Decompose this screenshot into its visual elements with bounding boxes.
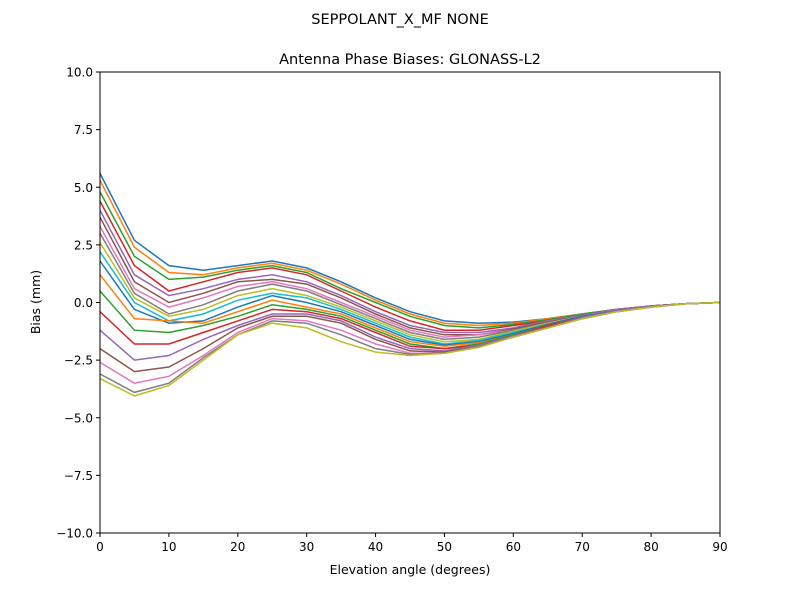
series-line-7: [99, 232, 721, 341]
y-axis: −10.0 −7.5 −5.0 −2.5 0.0 2.5 5.0 7.5 10.0: [56, 66, 100, 541]
y-tick-label: −7.5: [64, 469, 93, 483]
y-tick-label: 5.0: [74, 181, 93, 195]
x-tick-label: 70: [575, 540, 590, 554]
x-tick-label: 0: [96, 540, 104, 554]
x-axis: 0 10 20 30 40 50 60 70 80 90: [96, 533, 728, 554]
y-tick-label: 2.5: [74, 238, 93, 252]
y-tick-label: −5.0: [64, 411, 93, 425]
y-tick-label: −2.5: [64, 354, 93, 368]
suptitle: SEPPOLANT_X_MF NONE: [311, 12, 488, 28]
x-tick-label: 90: [712, 540, 727, 554]
series-line-4: [99, 209, 721, 334]
y-tick-label: −10.0: [56, 527, 93, 541]
series-line-1: [99, 179, 721, 327]
x-tick-label: 10: [161, 540, 176, 554]
series-line-18: [99, 301, 721, 397]
series-line-5: [99, 216, 721, 336]
x-tick-label: 50: [437, 540, 452, 554]
y-tick-label: 7.5: [74, 123, 93, 137]
x-tick-label: 80: [643, 540, 658, 554]
y-axis-label: Bias (mm): [28, 270, 43, 334]
y-tick-label: 0.0: [74, 296, 93, 310]
x-tick-label: 60: [506, 540, 521, 554]
y-tick-label: 10.0: [66, 66, 93, 80]
x-tick-label: 20: [230, 540, 245, 554]
x-axis-label: Elevation angle (degrees): [330, 562, 491, 577]
x-tick-label: 40: [368, 540, 383, 554]
axes-frame: [99, 71, 721, 534]
series-line-14: [99, 301, 721, 361]
chart-title: Antenna Phase Biases: GLONASS-L2: [279, 52, 541, 68]
series-lines: [99, 173, 721, 397]
x-tick-label: 30: [299, 540, 314, 554]
